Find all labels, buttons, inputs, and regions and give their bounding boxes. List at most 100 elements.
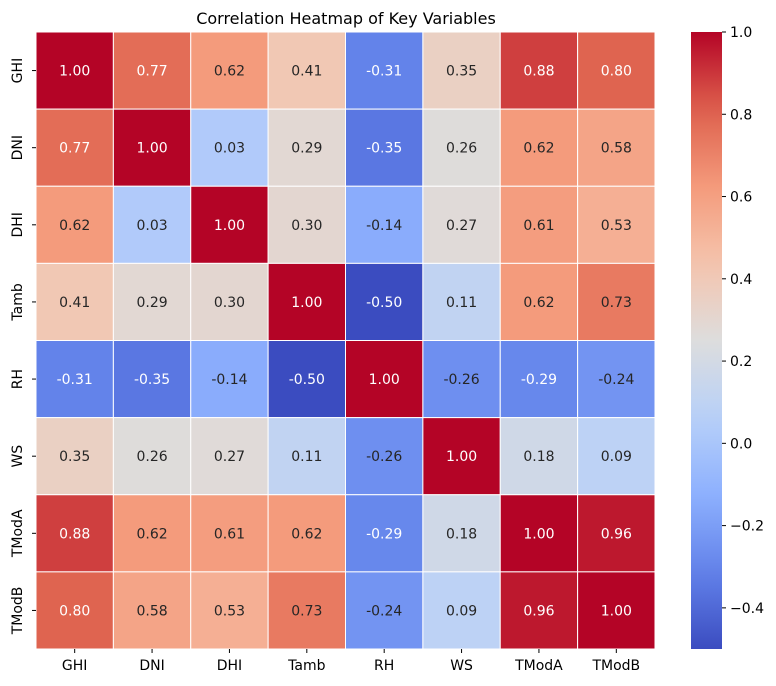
cell-annotation: 0.30 [291, 218, 322, 234]
cell-annotation: 0.88 [59, 526, 90, 542]
cell-annotation: 0.18 [446, 526, 477, 542]
cell-annotation: 1.00 [214, 218, 245, 234]
heatmap-cell-WS-WS [422, 417, 501, 496]
x-tick-label-WS: WS [450, 658, 473, 674]
x-tick-label-TModB: TModB [591, 658, 640, 674]
cell-annotation: -0.26 [366, 449, 402, 465]
heatmap-cell-Tamb-GHI [35, 262, 114, 341]
y-axis-tick-labels: GHI DNI DHI Tamb RH WS TModA TModB [10, 58, 36, 635]
heatmap-cell-TModA-RH [345, 494, 424, 573]
heatmap-cells: 1.00 0.77 0.62 0.41 -0.31 0.35 0.88 0.80 0.77 1.0… [35, 31, 656, 650]
cell-annotation: 0.29 [291, 141, 322, 157]
colorbar-tick-label: −0.4 [730, 601, 764, 617]
x-tick-label-Tamb: Tamb [287, 658, 325, 674]
cell-annotation: 0.88 [523, 64, 554, 80]
heatmap-cell-TModA-DNI [112, 494, 192, 573]
y-tick-label-DNI: DNI [10, 135, 26, 160]
cell-annotation: 0.53 [601, 218, 632, 234]
heatmap-cell-DHI-DNI [112, 185, 192, 264]
y-tick-label-Tamb: Tamb [10, 283, 26, 321]
cell-annotation: 1.00 [523, 526, 554, 542]
heatmap-cell-TModA-TModB [577, 494, 656, 573]
cell-annotation: 0.18 [523, 449, 554, 465]
heatmap-cell-Tamb-Tamb [267, 262, 346, 341]
heatmap-cell-RH-DHI [190, 340, 269, 419]
cell-annotation: -0.14 [211, 372, 247, 388]
x-axis-tick-labels: GHI DNI DHI Tamb RH WS TModA TModB [62, 649, 640, 674]
heatmap-cell-WS-TModA [499, 417, 579, 496]
cell-annotation: 0.62 [291, 526, 322, 542]
x-tick-label-RH: RH [374, 658, 394, 674]
heatmap-cell-Tamb-TModA [499, 262, 579, 341]
cell-annotation: 0.11 [446, 295, 477, 311]
heatmap-cell-GHI-RH [345, 31, 424, 110]
cell-annotation: 1.00 [291, 295, 322, 311]
heatmap-cell-RH-TModA [499, 340, 579, 419]
cell-annotation: 0.35 [446, 64, 477, 80]
heatmap-cell-DHI-DHI [190, 185, 269, 264]
cell-annotation: 0.27 [214, 449, 245, 465]
colorbar-gradient [691, 32, 722, 649]
cell-annotation: 0.61 [523, 218, 554, 234]
heatmap-cell-WS-RH [345, 417, 424, 496]
y-tick-label-TModA: TModA [10, 509, 26, 558]
cell-annotation: -0.26 [443, 372, 479, 388]
cell-annotation: 0.53 [214, 603, 245, 619]
cell-annotation: -0.31 [57, 372, 93, 388]
heatmap-cell-RH-WS [422, 340, 501, 419]
heatmap-cell-GHI-WS [422, 31, 501, 110]
cell-annotation: -0.50 [289, 372, 325, 388]
cell-annotation: -0.29 [366, 526, 402, 542]
colorbar-tick-label: 0.0 [730, 436, 752, 452]
cell-annotation: 0.29 [136, 295, 167, 311]
cell-annotation: 0.73 [291, 603, 322, 619]
cell-annotation: 0.96 [601, 526, 632, 542]
cell-annotation: 0.09 [601, 449, 632, 465]
cell-annotation: 0.58 [136, 603, 167, 619]
heatmap-cell-GHI-DHI [190, 31, 269, 110]
y-tick-label-GHI: GHI [10, 58, 26, 84]
heatmap-cell-DNI-WS [422, 108, 501, 187]
heatmap-cell-DNI-Tamb [267, 108, 346, 187]
heatmap-cell-GHI-Tamb [267, 31, 346, 110]
cell-annotation: 1.00 [446, 449, 477, 465]
x-tick-label-DNI: DNI [139, 658, 164, 674]
cell-annotation: 0.30 [214, 295, 245, 311]
cell-annotation: 0.35 [59, 449, 90, 465]
cell-annotation: 0.58 [601, 141, 632, 157]
cell-annotation: 0.03 [214, 141, 245, 157]
cell-annotation: 1.00 [369, 372, 400, 388]
cell-annotation: -0.24 [598, 372, 634, 388]
cell-annotation: 0.62 [214, 64, 245, 80]
heatmap-cell-TModA-TModA [499, 494, 579, 573]
heatmap-cell-GHI-GHI [35, 31, 114, 110]
chart-title: Correlation Heatmap of Key Variables [196, 9, 496, 28]
cell-annotation: 1.00 [59, 64, 90, 80]
heatmap-cell-TModA-DHI [190, 494, 269, 573]
x-tick-label-TModA: TModA [514, 658, 563, 674]
cell-annotation: 0.77 [59, 141, 90, 157]
colorbar-tick-label: 0.2 [730, 354, 752, 370]
heatmap-cell-DHI-RH [345, 185, 424, 264]
colorbar-tick-label: −0.2 [730, 519, 764, 535]
heatmap-cell-DHI-Tamb [267, 185, 346, 264]
heatmap-cell-TModB-RH [345, 571, 424, 650]
cell-annotation: 0.73 [601, 295, 632, 311]
cell-annotation: 0.27 [446, 218, 477, 234]
cell-annotation: 0.62 [523, 141, 554, 157]
cell-annotation: 0.80 [59, 603, 90, 619]
cell-annotation: -0.50 [366, 295, 402, 311]
colorbar-tick-label: 1.0 [730, 25, 752, 41]
heatmap-cell-WS-DHI [190, 417, 269, 496]
heatmap-cell-GHI-TModB [577, 31, 656, 110]
heatmap-cell-WS-DNI [112, 417, 192, 496]
heatmap-cell-WS-TModB [577, 417, 656, 496]
heatmap-cell-Tamb-DHI [190, 262, 269, 341]
colorbar-tick-label: 0.8 [730, 107, 752, 123]
cell-annotation: 0.62 [59, 218, 90, 234]
heatmap-cell-DHI-TModA [499, 185, 579, 264]
heatmap-cell-RH-TModB [577, 340, 656, 419]
cell-annotation: 0.26 [446, 141, 477, 157]
